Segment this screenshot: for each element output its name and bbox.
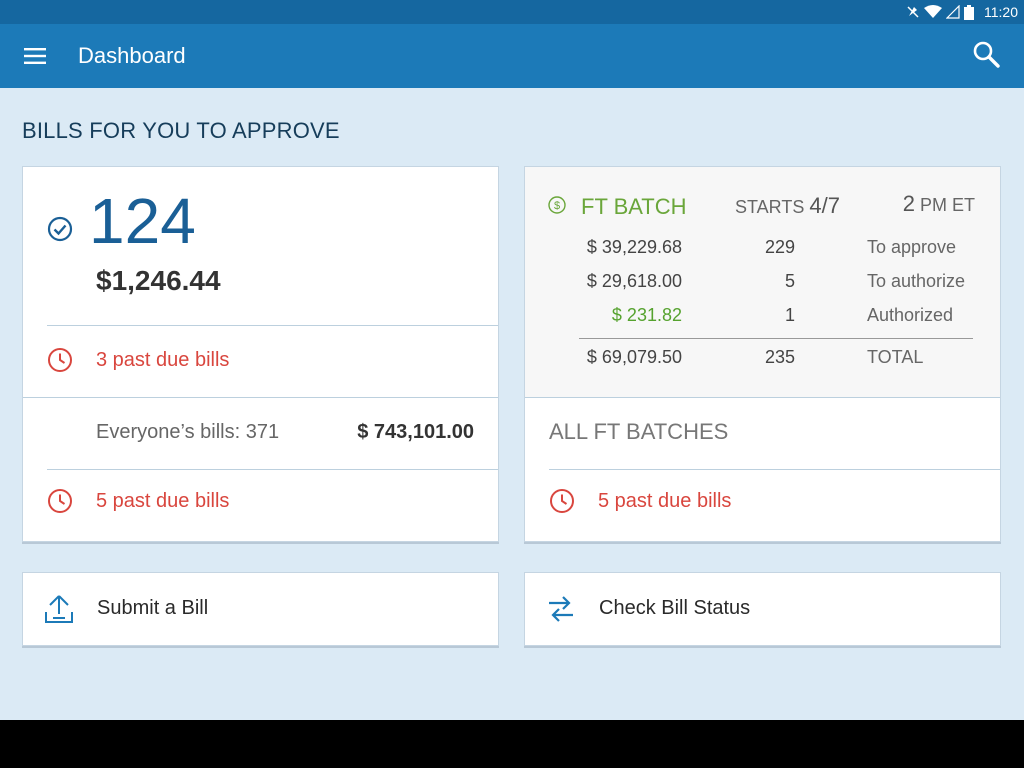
- check-bill-status-button[interactable]: Check Bill Status: [524, 572, 1001, 646]
- submit-bill-label: Submit a Bill: [97, 597, 209, 619]
- bills-count: 124: [89, 185, 196, 257]
- batch-start-date: STARTS 4/7: [735, 193, 840, 218]
- divider: [23, 397, 498, 398]
- upload-icon: [45, 595, 73, 623]
- batch-start-time: 2 PM ET: [902, 191, 975, 216]
- section-title: BILLS FOR YOU TO APPROVE: [22, 118, 340, 143]
- status-time: 11:20: [984, 4, 1018, 20]
- divider: [47, 325, 498, 326]
- status-bar: 11:20: [0, 0, 1024, 24]
- my-bills-card[interactable]: 124 $1,246.44 3 past due bills Everyone’…: [22, 166, 499, 542]
- status-icons: [906, 4, 974, 20]
- clock-icon: [48, 489, 72, 513]
- divider: [549, 469, 1000, 470]
- search-icon[interactable]: [972, 40, 1000, 68]
- battery-icon: [964, 4, 974, 20]
- divider: [47, 469, 498, 470]
- batch-past-due-link[interactable]: 5 past due bills: [598, 490, 732, 512]
- signal-icon: [946, 5, 960, 19]
- batch-row: $ 39,229.68 229 To approve: [586, 237, 957, 257]
- all-batches-link[interactable]: ALL FT BATCHES: [549, 419, 729, 444]
- divider: [525, 397, 1000, 398]
- ft-batch-card[interactable]: $ FT BATCH STARTS 4/7 2 PM ET $ 39,229.6…: [524, 166, 1001, 542]
- wifi-icon: [924, 5, 942, 18]
- batch-total-row: $ 69,079.50 235 TOTAL: [586, 347, 924, 367]
- check-circle-icon: [47, 216, 73, 242]
- clock-icon: [48, 348, 72, 372]
- svg-text:$: $: [554, 200, 560, 212]
- batch-row: $ 29,618.00 5 To authorize: [586, 271, 966, 291]
- batch-row: $ 231.82 1 Authorized: [611, 305, 954, 325]
- submit-bill-button[interactable]: Submit a Bill: [22, 572, 499, 646]
- swap-arrows-icon: [549, 596, 573, 622]
- batch-name: FT BATCH: [581, 194, 687, 219]
- app-bar: Dashboard: [0, 24, 1024, 88]
- everyone-past-due-link[interactable]: 5 past due bills: [96, 490, 230, 512]
- everyone-bills-label: Everyone’s bills: 371: [96, 421, 280, 443]
- clock-icon: [550, 489, 574, 513]
- check-bill-status-label: Check Bill Status: [599, 597, 751, 619]
- dashboard-content: BILLS FOR YOU TO APPROVE 124 $1,246.44 3…: [0, 88, 1024, 720]
- dollar-circle-icon: $: [548, 196, 566, 214]
- batch-summary: $ FT BATCH STARTS 4/7 2 PM ET $ 39,229.6…: [525, 167, 1000, 397]
- bills-amount: $1,246.44: [96, 265, 221, 296]
- past-due-link[interactable]: 3 past due bills: [96, 349, 230, 371]
- total-divider: [579, 338, 973, 339]
- mute-icon: [907, 6, 919, 18]
- page-title: Dashboard: [78, 43, 186, 68]
- hamburger-menu-icon[interactable]: [24, 48, 46, 64]
- everyone-bills-amount: $ 743,101.00: [357, 421, 474, 443]
